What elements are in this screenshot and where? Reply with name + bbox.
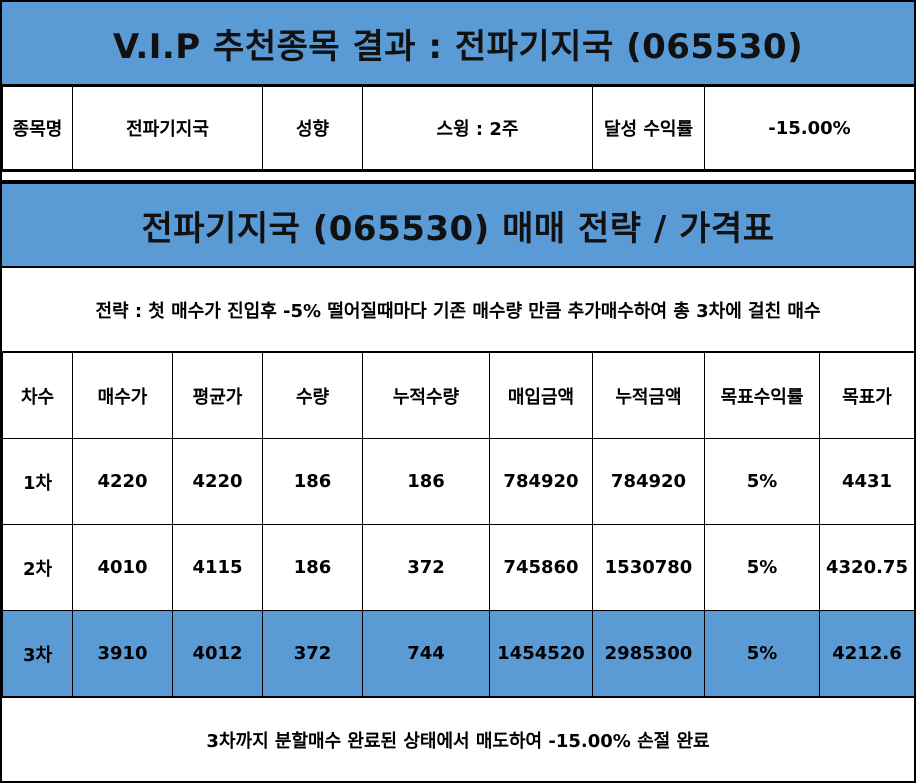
strategy-text: 전략 : 첫 매수가 진입후 -5% 떨어질때마다 기존 매수량 만큼 추가매수… (2, 268, 914, 352)
header-avg-price: 평균가 (172, 352, 263, 439)
cell-target-return: 5% (704, 610, 820, 697)
cell-cum-quantity: 186 (362, 438, 490, 525)
cell-buy-amount: 745860 (489, 524, 593, 611)
cell-buy-price: 3910 (72, 610, 173, 697)
cell-quantity: 186 (262, 524, 363, 611)
cell-round: 3차 (2, 610, 73, 697)
cell-buy-price: 4220 (72, 438, 173, 525)
table-header-row: 차수 매수가 평균가 수량 누적수량 매입금액 누적금액 목표수익률 목표가 (2, 352, 915, 439)
cell-cum-quantity: 372 (362, 524, 490, 611)
stock-name-label: 종목명 (2, 86, 73, 170)
cell-round: 2차 (2, 524, 73, 611)
cell-cum-amount: 2985300 (592, 610, 705, 697)
cell-quantity: 372 (262, 610, 363, 697)
header-round: 차수 (2, 352, 73, 439)
header-buy-amount: 매입금액 (489, 352, 593, 439)
price-table: 차수 매수가 평균가 수량 누적수량 매입금액 누적금액 목표수익률 목표가 1… (2, 352, 915, 697)
cell-target-price: 4212.6 (819, 610, 915, 697)
cell-round: 1차 (2, 438, 73, 525)
cell-avg-price: 4220 (172, 438, 263, 525)
result-text: 3차까지 분할매수 완료된 상태에서 매도하여 -15.00% 손절 완료 (2, 697, 914, 781)
cell-cum-quantity: 744 (362, 610, 490, 697)
table-row: 1차 4220 4220 186 186 784920 784920 5% 44… (2, 438, 915, 525)
cell-buy-amount: 784920 (489, 438, 593, 525)
stock-info-row: 종목명 전파기지국 성향 스윙 : 2주 달성 수익률 -15.00% (2, 86, 915, 170)
cell-quantity: 186 (262, 438, 363, 525)
strategy-title: 전파기지국 (065530) 매매 전략 / 가격표 (2, 182, 914, 268)
cell-target-price: 4431 (819, 438, 915, 525)
header-target-price: 목표가 (819, 352, 915, 439)
style-value: 스윙 : 2주 (362, 86, 593, 170)
stock-name-value: 전파기지국 (72, 86, 263, 170)
header-buy-price: 매수가 (72, 352, 173, 439)
return-value: -15.00% (704, 86, 915, 170)
header-cum-amount: 누적금액 (592, 352, 705, 439)
header-cum-quantity: 누적수량 (362, 352, 490, 439)
header-target-return: 목표수익률 (704, 352, 820, 439)
cell-avg-price: 4115 (172, 524, 263, 611)
table-row-highlighted: 3차 3910 4012 372 744 1454520 2985300 5% … (2, 610, 915, 697)
style-label: 성향 (262, 86, 363, 170)
stock-info-table: 종목명 전파기지국 성향 스윙 : 2주 달성 수익률 -15.00% (2, 86, 915, 170)
cell-buy-amount: 1454520 (489, 610, 593, 697)
cell-avg-price: 4012 (172, 610, 263, 697)
cell-target-return: 5% (704, 438, 820, 525)
cell-target-price: 4320.75 (819, 524, 915, 611)
header-quantity: 수량 (262, 352, 363, 439)
cell-cum-amount: 1530780 (592, 524, 705, 611)
cell-buy-price: 4010 (72, 524, 173, 611)
cell-cum-amount: 784920 (592, 438, 705, 525)
return-label: 달성 수익률 (592, 86, 705, 170)
report-title: V.I.P 추천종목 결과 : 전파기지국 (065530) (2, 2, 914, 86)
table-row: 2차 4010 4115 186 372 745860 1530780 5% 4… (2, 524, 915, 611)
section-divider (2, 170, 914, 182)
cell-target-return: 5% (704, 524, 820, 611)
